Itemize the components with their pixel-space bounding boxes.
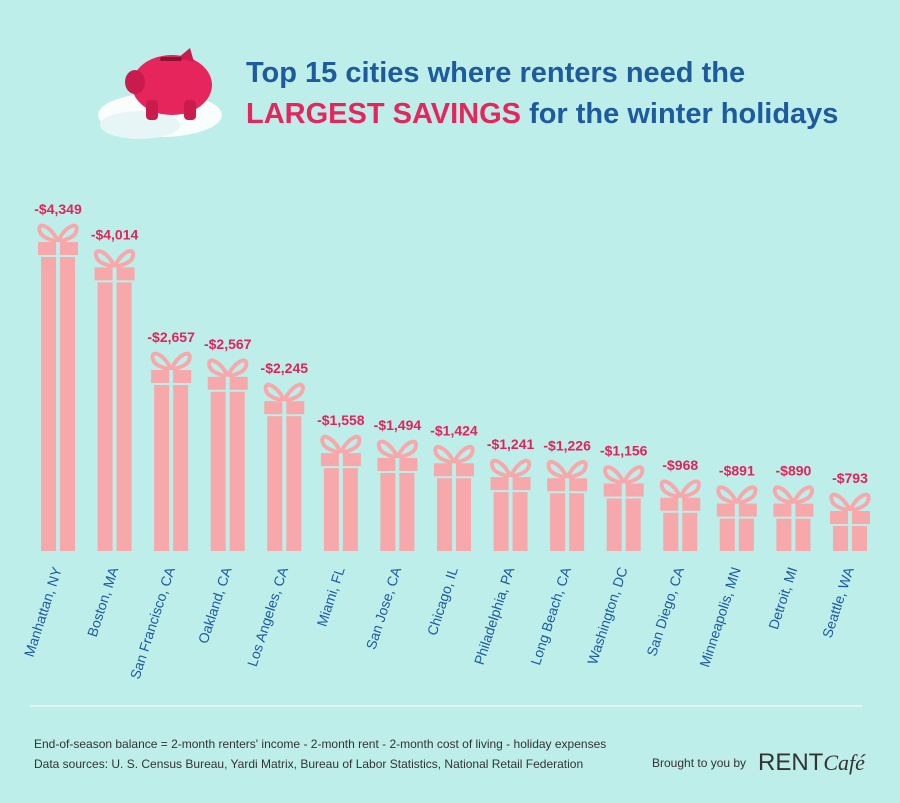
x-tick-label: Seattle, WA: [819, 564, 857, 639]
value-label: -$1,558: [317, 412, 365, 428]
x-tick-label: Philadelphia, PA: [471, 564, 518, 666]
gift-bow: [150, 351, 175, 374]
gift-bow: [546, 459, 571, 482]
value-label: -$1,424: [430, 422, 478, 438]
gift-bow: [790, 485, 815, 507]
gift-ribbon: [847, 511, 852, 551]
gift-bow: [54, 223, 79, 246]
gift-ribbon: [451, 463, 456, 551]
gift-ribbon: [282, 401, 287, 551]
title-line: Top 15 cities where renters need the: [246, 57, 745, 89]
value-label: -$793: [832, 470, 868, 486]
value-label: -$4,014: [91, 226, 139, 242]
x-tick-label: Minneapolis, MN: [696, 565, 743, 669]
gift-ribbon: [225, 376, 230, 551]
gift-ribbon: [508, 477, 513, 551]
x-tick-label: Washington, DC: [584, 565, 631, 666]
title-line: LARGEST SAVINGS for the winter holidays: [246, 98, 838, 130]
value-label: -$2,567: [204, 336, 252, 352]
gift-bow: [394, 439, 419, 462]
sources: Data sources: U. S. Census Bureau, Yardi…: [34, 757, 583, 771]
gift-bow: [224, 358, 249, 381]
title-highlight: LARGEST SAVINGS: [246, 98, 521, 130]
gift-bow: [563, 459, 588, 482]
x-tick-label: Miami, FL: [313, 565, 347, 629]
x-tick-label: Chicago, IL: [424, 565, 461, 638]
gift-bow: [829, 492, 854, 515]
footnote: End-of-season balance = 2-month renters'…: [34, 737, 606, 751]
gift-bow: [433, 445, 458, 467]
gift-bow: [263, 382, 288, 405]
x-tick-label: Boston, MA: [84, 564, 122, 638]
value-label: -$890: [776, 463, 812, 479]
x-tick-label: Oakland, CA: [195, 564, 235, 645]
value-label: -$4,349: [34, 201, 82, 217]
x-tick-label: Manhattan, NY: [21, 564, 65, 658]
gift-bow: [320, 434, 345, 457]
x-tick-label: San Jose, CA: [363, 564, 405, 651]
piggy-icon: [98, 48, 222, 139]
gift-bow: [603, 465, 628, 487]
value-label: -$1,156: [600, 443, 648, 459]
gift-ribbon: [338, 453, 343, 551]
brand-logo: RENTCafé: [758, 749, 866, 776]
gift-ribbon: [112, 267, 117, 551]
title-rest: for the winter holidays: [529, 98, 838, 130]
value-label: -$1,494: [374, 417, 422, 433]
gift-ribbon: [678, 497, 683, 551]
brand-cafe: Café: [823, 750, 866, 775]
gift-bow: [207, 358, 232, 381]
value-label: -$1,226: [543, 437, 591, 453]
gift-bow: [167, 351, 192, 374]
gift-bow: [450, 445, 475, 467]
value-label: -$2,657: [147, 329, 195, 345]
gift-bow: [507, 458, 532, 481]
gift-bow: [376, 439, 401, 462]
value-label: -$968: [662, 457, 698, 473]
gift-bow: [280, 382, 305, 405]
credit: Brought to you by: [652, 756, 746, 770]
gift-bow: [37, 223, 62, 246]
value-label: -$1,241: [487, 436, 535, 452]
gift-bow: [659, 479, 684, 501]
x-tick-label: Detroit, MI: [765, 565, 800, 631]
gift-bow: [676, 479, 701, 501]
gift-bow: [337, 434, 362, 457]
x-tick-label: Long Beach, CA: [527, 564, 574, 667]
gift-bow: [733, 485, 758, 507]
gift-ribbon: [56, 242, 60, 551]
gift-ribbon: [791, 503, 796, 551]
gift-bow: [489, 458, 514, 481]
gift-bow: [772, 485, 797, 507]
gift-bow: [846, 492, 871, 515]
brand-rent: RENT: [758, 749, 824, 776]
gift-bow: [93, 249, 118, 271]
value-label: -$891: [719, 463, 755, 479]
value-label: -$2,245: [261, 360, 309, 376]
gift-ribbon: [395, 457, 400, 551]
gift-bow: [620, 465, 645, 487]
x-tick-label: Los Angeles, CA: [244, 564, 291, 668]
gift-ribbon: [565, 478, 570, 551]
x-tick-label: San Diego, CA: [643, 564, 687, 658]
x-tick-label: San Francisco, CA: [127, 564, 178, 681]
gift-ribbon: [621, 483, 626, 551]
gift-ribbon: [169, 369, 174, 551]
gift-bow: [111, 249, 136, 271]
gift-bow: [716, 485, 741, 507]
gift-ribbon: [734, 503, 739, 551]
